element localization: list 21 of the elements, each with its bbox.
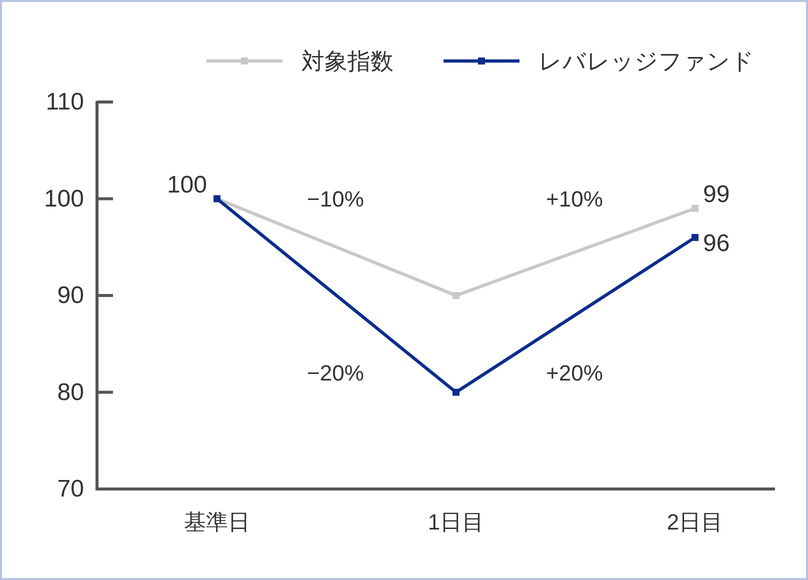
data-label: 100	[166, 171, 207, 198]
annotation: −10%	[307, 186, 364, 212]
x-tick-label: 2日目	[666, 510, 724, 534]
point	[692, 204, 698, 212]
point	[452, 292, 460, 299]
y-tick-label: 110	[46, 88, 84, 116]
point	[692, 234, 698, 241]
annotation: −20%	[307, 360, 364, 386]
y-tick-label: 90	[57, 282, 84, 309]
x-tick-label: 1日目	[428, 510, 484, 534]
y-tick-label: 70	[57, 476, 84, 502]
point	[452, 388, 460, 396]
annotation: +20%	[546, 360, 603, 386]
data-label: 96	[703, 230, 730, 257]
x-tick-label: 基準日	[184, 510, 250, 534]
legend-label: 対象指数	[302, 48, 394, 74]
y-tick-label: 100	[44, 185, 84, 212]
y-tick-label: 80	[57, 378, 84, 406]
legend-label: レバレッジファンド	[538, 48, 754, 74]
annotation: +10%	[546, 186, 603, 212]
data-label: 99	[703, 180, 730, 208]
